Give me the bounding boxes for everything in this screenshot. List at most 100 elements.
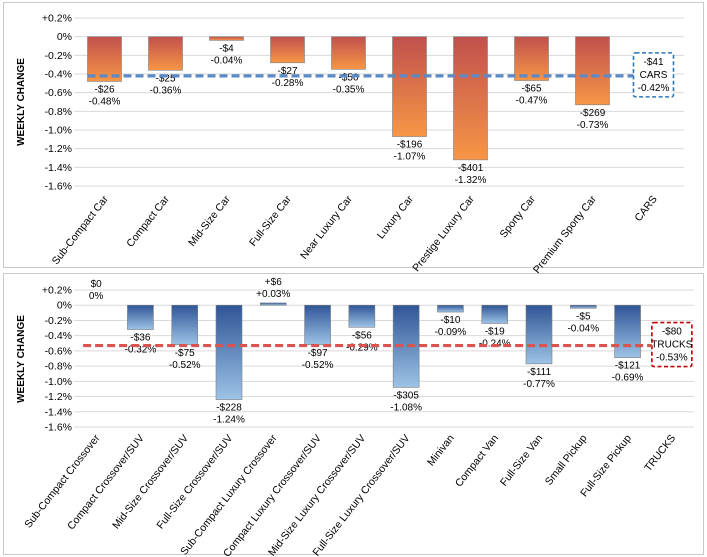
cars-y-tick-label: -0.2% [45, 50, 72, 62]
cars-dollar-label: -$26 [94, 84, 114, 95]
trucks-bar [614, 304, 641, 359]
cars-category-label: Mid-Size Car [186, 193, 233, 249]
cars-y-tick-label: -0.6% [45, 87, 72, 99]
cars-percent-label: -0.35% [333, 84, 365, 95]
trucks-chart-panel: +0.2% 0% -0.2% -0.4% -0.6% -0.8% -1.0% -1.2% -1.… [3, 273, 704, 557]
cars-y-tick-label: 0% [57, 31, 72, 43]
trucks-dollar-label: -$121 [615, 361, 641, 372]
cars-bar [392, 36, 427, 137]
trucks-y-axis-title: WEEKLY CHANGE [16, 315, 27, 403]
trucks-category-label: Minivan [425, 432, 457, 468]
cars-dollar-label: -$65 [521, 84, 541, 95]
cars-bar [331, 36, 366, 70]
cars-percent-label: -0.73% [577, 120, 609, 131]
cars-y-tick-label: -1.2% [45, 143, 72, 155]
trucks-category-label: Full-Size Luxury Crossover/SUV [310, 432, 412, 557]
trucks-category-label: Sub-Compact Crossover [22, 432, 103, 530]
trucks-y-tick-label: -1.2% [45, 391, 72, 403]
cars-category-label: Sporty Car [498, 193, 539, 240]
trucks-dollar-label: -$111 [527, 367, 552, 378]
trucks-category-label: Full-Size Van [498, 432, 546, 488]
trucks-y-tick-label: -0.4% [45, 330, 72, 342]
trucks-y-tick-label: -1.0% [45, 376, 72, 388]
cars-percent-label: -0.04% [211, 55, 243, 66]
trucks-dollar-label: -$56 [352, 330, 372, 341]
cars-dollar-label: -$401 [458, 163, 484, 174]
trucks-percent-label: -1.08% [390, 402, 422, 413]
cars-dollar-label: -$50 [338, 72, 358, 83]
trucks-percent-label: -0.04% [567, 323, 599, 334]
trucks-bar [259, 302, 287, 306]
cars-category-label: Prestige Luxury Car [410, 193, 477, 274]
trucks-y-tick-label: 0% [57, 300, 72, 312]
trucks-bar [525, 304, 553, 365]
cars-category-label: Full-Size Car [247, 193, 294, 249]
trucks-category-label: Small Pickup [543, 432, 590, 487]
trucks-dollar-label: -$19 [485, 326, 505, 337]
trucks-category-label: Sub-Compact Luxury Crossover [178, 432, 280, 557]
trucks-percent-label: +0.03% [256, 289, 290, 300]
trucks-bar [304, 304, 331, 346]
trucks-percent-label: -0.77% [523, 379, 555, 390]
trucks-dollar-label: -$10 [440, 315, 460, 326]
trucks-dollar-label: -$36 [130, 333, 150, 344]
trucks-category-label: Compact Van [453, 432, 501, 489]
cars-dollar-label: -$27 [277, 66, 297, 77]
cars-bar [575, 36, 610, 106]
cars-category-label: Near Luxury Car [298, 193, 355, 261]
trucks-bar [127, 304, 154, 330]
cars-y-tick-label: +0.2% [42, 13, 72, 25]
cars-bar [148, 36, 183, 71]
trucks-category-label: TRUCKS [642, 432, 678, 473]
trucks-percent-label: -1.24% [213, 415, 245, 426]
trucks-dollar-label: -$97 [308, 348, 328, 359]
trucks-dollar-label: -$305 [393, 390, 419, 401]
trucks-bar [437, 304, 464, 313]
cars-dollar-label: -$25 [155, 73, 175, 84]
cars-dollar-label: -$196 [397, 140, 423, 151]
cars-bar [87, 36, 122, 82]
trucks-percent-label: -0.69% [612, 373, 644, 384]
cars-category-label: CARS [632, 193, 659, 223]
trucks-bar [569, 304, 597, 309]
trucks-average-dollar-label: -$80 [662, 327, 682, 338]
trucks-percent-label: -0.52% [169, 360, 201, 371]
trucks-dollar-label: -$5 [576, 311, 591, 322]
trucks-percent-label: -0.52% [302, 360, 334, 371]
cars-average-percent-label: -0.42% [638, 83, 670, 94]
trucks-y-tick-label: -0.2% [45, 315, 72, 327]
cars-dollar-label: -$269 [580, 108, 606, 119]
trucks-category-label: Full-Size Crossover/SUV [154, 432, 235, 531]
trucks-y-tick-label: -1.4% [45, 406, 72, 418]
cars-chart-panel: +0.2% 0% -0.2% -0.4% -0.6% -0.8% -1.0% -1.2% -1.… [3, 2, 704, 276]
cars-average-dollar-label: -$41 [643, 57, 663, 68]
trucks-category-label: Compact Crossover/SUV [65, 432, 147, 532]
cars-percent-label: -0.48% [89, 96, 121, 107]
trucks-y-tick-label: -1.6% [45, 422, 72, 434]
trucks-dollar-label: $0 [91, 279, 103, 290]
cars-y-axis-title: WEEKLY CHANGE [16, 58, 27, 146]
cars-bar-chart: +0.2% 0% -0.2% -0.4% -0.6% -0.8% -1.0% -1.2% -1.… [16, 13, 684, 276]
cars-percent-label: -0.47% [516, 96, 548, 107]
trucks-y-tick-label: -0.6% [45, 345, 72, 357]
trucks-dollar-label: -$228 [216, 403, 242, 414]
cars-percent-label: -1.32% [455, 175, 487, 186]
trucks-average-percent-label: -0.53% [656, 353, 688, 364]
trucks-bar [348, 304, 376, 328]
trucks-y-tick-label: -0.8% [45, 361, 72, 373]
cars-category-label: Sub-Compact Car [50, 193, 112, 267]
cars-category-label: Compact Car [124, 193, 172, 250]
cars-bar [453, 36, 488, 161]
trucks-bar [215, 304, 243, 400]
trucks-percent-label: -0.09% [435, 327, 467, 338]
cars-bar [209, 36, 244, 41]
cars-category-label: Luxury Car [375, 193, 416, 241]
trucks-category-label: Mid-Size Crossover/SUV [110, 432, 191, 531]
trucks-category-label: Mid-Size Luxury Crossover/SUV [266, 432, 368, 557]
trucks-dollar-label: -$75 [175, 348, 195, 359]
trucks-bar [171, 304, 199, 346]
trucks-percent-label: -0.32% [125, 345, 157, 356]
trucks-bar [481, 304, 509, 324]
trucks-percent-label: -0.29% [346, 342, 378, 353]
cars-y-tick-label: -0.4% [45, 69, 72, 81]
